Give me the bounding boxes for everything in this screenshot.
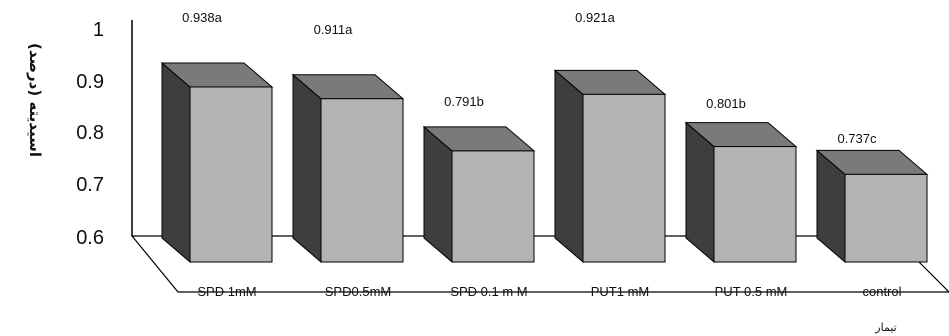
bar-front-face bbox=[713, 146, 797, 263]
bar bbox=[553, 69, 667, 264]
x-tick-label: PUT 0.5 mM bbox=[715, 284, 788, 299]
bar-side-face bbox=[292, 73, 322, 264]
bar bbox=[422, 125, 536, 264]
bar-front-face bbox=[582, 93, 666, 263]
x-tick-label: SPD 0.1 m M bbox=[450, 284, 527, 299]
data-label: 0.791b bbox=[444, 94, 484, 109]
bar-front-face bbox=[320, 98, 404, 263]
bar-side-face bbox=[554, 69, 584, 264]
bar bbox=[815, 149, 929, 264]
x-tick-label: SPD0.5mM bbox=[325, 284, 391, 299]
bar-front-face bbox=[189, 86, 273, 263]
data-label: 0.921a bbox=[575, 10, 616, 25]
x-axis-title: تیمار bbox=[874, 321, 896, 334]
bars-group bbox=[160, 61, 929, 264]
bar bbox=[291, 73, 405, 264]
bar bbox=[160, 61, 274, 264]
data-labels-group: 0.938a 0.911a 0.791b 0.921a 0.801b 0.737c bbox=[182, 10, 877, 146]
bar-front-face bbox=[451, 150, 535, 263]
data-label: 0.737c bbox=[837, 131, 877, 146]
bar-front-face bbox=[844, 173, 928, 263]
data-label: 0.801b bbox=[706, 96, 746, 111]
y-tick-label: 0.6 bbox=[76, 227, 104, 249]
data-label: 0.938a bbox=[182, 10, 223, 25]
y-tick-label: 0.9 bbox=[76, 71, 104, 93]
data-label: 0.911a bbox=[314, 22, 354, 37]
y-tick-label: 1 bbox=[93, 19, 104, 41]
y-tick-label: 0.7 bbox=[76, 174, 104, 196]
category-labels-group: SPD 1mM SPD0.5mM SPD 0.1 m M PUT1 mM PUT 0.5… bbox=[197, 284, 901, 299]
x-tick-label: PUT1 mM bbox=[591, 284, 650, 299]
bar-side-face bbox=[161, 61, 191, 264]
x-tick-label: SPD 1mM bbox=[197, 284, 256, 299]
y-tick-label: 0.8 bbox=[76, 122, 104, 144]
y-axis-title: اسیدیته (درصد) bbox=[26, 43, 44, 157]
bar bbox=[684, 121, 798, 264]
x-tick-label: control bbox=[862, 284, 901, 299]
